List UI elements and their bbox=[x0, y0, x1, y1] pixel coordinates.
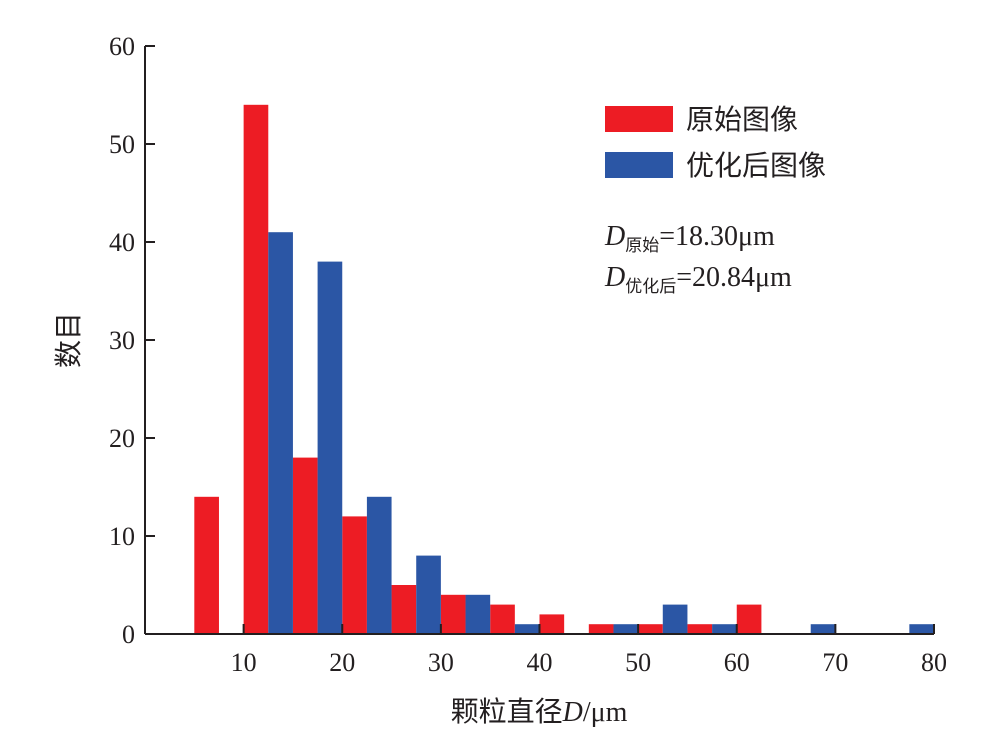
bar-series1-bin-52.5 bbox=[638, 624, 663, 634]
bar-series2-bin-67.5 bbox=[810, 624, 836, 634]
bar-series1-bin-12.5 bbox=[243, 104, 269, 635]
bars-layer bbox=[194, 104, 934, 635]
legend-label-optimized: 优化后图像 bbox=[686, 149, 826, 182]
y-tick-label: 40 bbox=[109, 228, 135, 257]
y-tick-label: 20 bbox=[109, 424, 135, 453]
bar-series1-bin-62.5 bbox=[736, 604, 762, 634]
bar-series2-bin-37.5 bbox=[514, 624, 540, 634]
y-ticks: 0 10 20 30 40 50 60 bbox=[109, 32, 155, 649]
annotations: D原始=18.30μm D优化后=20.84μm bbox=[604, 221, 792, 297]
bar-series1-bin-42.5 bbox=[539, 614, 565, 634]
bar-series2-bin-77.5 bbox=[909, 624, 934, 634]
bar-series1-bin-7.5 bbox=[194, 496, 219, 634]
bar-series2-bin-17.5 bbox=[317, 261, 343, 634]
x-tick-label: 70 bbox=[822, 648, 848, 677]
x-ticks: 10 20 30 40 50 60 70 80 bbox=[231, 624, 947, 677]
y-tick-label: 10 bbox=[109, 522, 135, 551]
y-tick-label: 50 bbox=[109, 130, 135, 159]
x-tick-label: 80 bbox=[921, 648, 947, 677]
legend: 原始图像 优化后图像 bbox=[605, 103, 826, 182]
bar-series2-bin-47.5 bbox=[613, 624, 639, 634]
y-tick-label: 30 bbox=[109, 326, 135, 355]
bar-series1-bin-22.5 bbox=[342, 516, 367, 634]
annotation-original-mean: D原始=18.30μm bbox=[604, 221, 775, 256]
y-tick-label: 0 bbox=[122, 620, 135, 649]
x-tick-label: 60 bbox=[724, 648, 750, 677]
legend-swatch-optimized bbox=[605, 152, 673, 178]
bar-series2-bin-32.5 bbox=[465, 594, 491, 634]
legend-label-original: 原始图像 bbox=[686, 103, 798, 136]
x-tick-label: 40 bbox=[527, 648, 553, 677]
bar-series2-bin-57.5 bbox=[712, 624, 737, 634]
bar-series1-bin-47.5 bbox=[588, 624, 614, 634]
bar-series2-bin-12.5 bbox=[268, 232, 293, 634]
x-tick-label: 10 bbox=[231, 648, 257, 677]
y-axis-title: 数目 bbox=[52, 312, 85, 368]
bar-series2-bin-22.5 bbox=[366, 496, 392, 634]
bar-series1-bin-27.5 bbox=[391, 585, 417, 634]
bar-series1-bin-32.5 bbox=[440, 594, 466, 634]
x-tick-label: 20 bbox=[329, 648, 355, 677]
x-axis-title: 颗粒直径D/μm bbox=[451, 695, 628, 728]
x-tick-label: 50 bbox=[625, 648, 651, 677]
bar-series1-bin-17.5 bbox=[292, 457, 318, 634]
legend-swatch-original bbox=[605, 106, 673, 132]
x-tick-label: 30 bbox=[428, 648, 454, 677]
bar-series1-bin-37.5 bbox=[490, 604, 515, 634]
bar-series1-bin-57.5 bbox=[687, 624, 713, 634]
annotation-optimized-mean: D优化后=20.84μm bbox=[604, 262, 792, 297]
bar-series2-bin-27.5 bbox=[416, 555, 441, 634]
y-tick-label: 60 bbox=[109, 32, 135, 61]
bar-series2-bin-52.5 bbox=[662, 604, 688, 634]
